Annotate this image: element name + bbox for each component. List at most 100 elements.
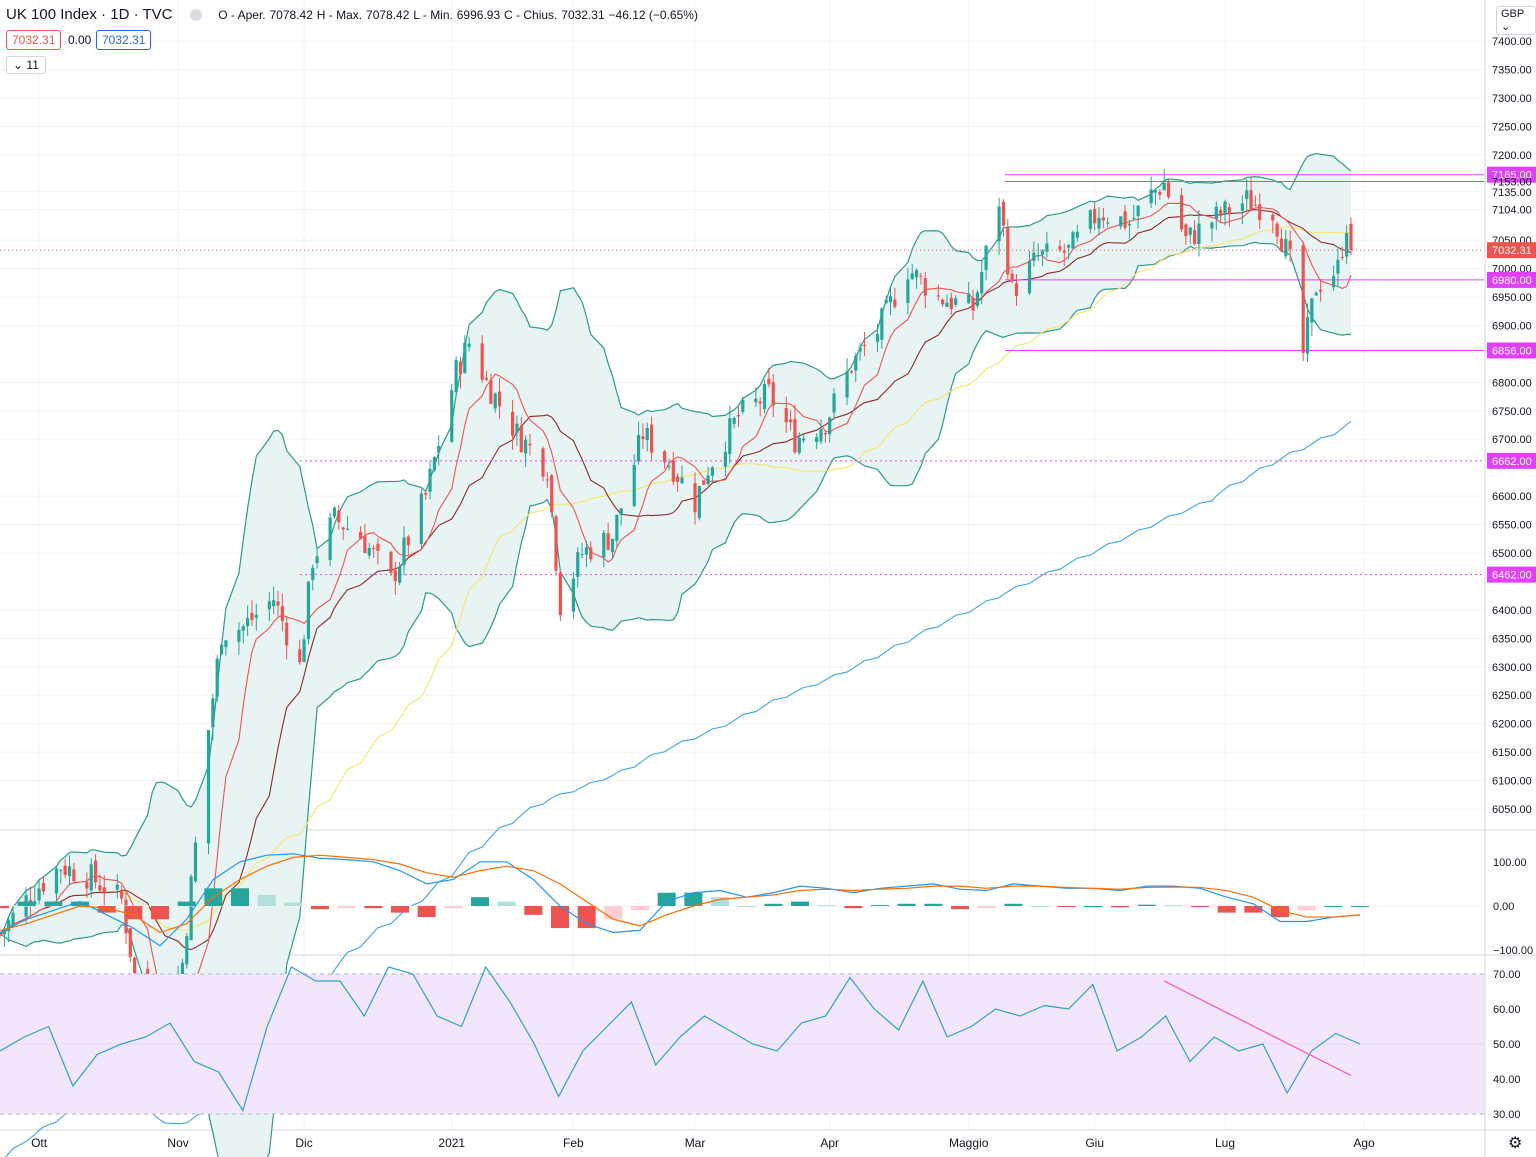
- candle-body: [285, 622, 289, 646]
- candle-body: [788, 419, 793, 423]
- candle-body: [619, 508, 623, 515]
- candle-body: [54, 868, 59, 894]
- candle-body: [793, 418, 797, 453]
- candle-body: [819, 429, 823, 442]
- candle-body: [941, 299, 945, 305]
- candle-body: [0, 933, 2, 935]
- macd-histogram-bar: [97, 906, 116, 913]
- candle-body: [298, 649, 302, 663]
- indicators-collapse-button[interactable]: ⌄ 11: [6, 56, 46, 74]
- macd-histogram-bar: [924, 903, 943, 906]
- candle-body: [1001, 201, 1006, 226]
- candle-body: [888, 296, 893, 303]
- candle-body: [1318, 289, 1323, 292]
- candle-body: [610, 538, 615, 553]
- macd-histogram-bar: [444, 906, 463, 909]
- candle-body: [341, 527, 345, 530]
- time-tick-label: Ott: [31, 1136, 48, 1150]
- candle-body: [815, 437, 819, 443]
- time-tick-label: Mar: [685, 1136, 706, 1150]
- ohlc-open-label: O - Aper.: [218, 8, 266, 22]
- candle-body: [1071, 232, 1075, 249]
- price-tick-label: 6800.00: [1492, 377, 1532, 389]
- macd-histogram-bar: [551, 906, 569, 929]
- price-tick-label: 6950.00: [1492, 292, 1532, 304]
- price-tick-label: 6900.00: [1492, 320, 1532, 332]
- macd-histogram-bar: [1244, 906, 1263, 913]
- currency-selector[interactable]: GBP ⌄: [1496, 6, 1536, 35]
- candle-body: [784, 408, 788, 423]
- level-price-tag: [1487, 342, 1536, 359]
- rsi-tick-label: 40.00: [1493, 1074, 1521, 1086]
- candle-body: [1132, 217, 1136, 219]
- candle-body: [1097, 217, 1101, 229]
- gear-icon[interactable]: ⚙: [1508, 1135, 1523, 1152]
- level-price-label: 7165.00: [1492, 170, 1532, 182]
- last-price-tag: [1487, 242, 1536, 259]
- candle-body: [967, 293, 971, 303]
- candle-body: [272, 600, 276, 607]
- candle-body: [1214, 206, 1218, 219]
- macd-histogram-bar: [817, 905, 836, 907]
- candle-body: [1197, 223, 1201, 245]
- candle-body: [493, 393, 497, 409]
- price-tick-label: 7104.00: [1492, 204, 1532, 216]
- candle-body: [1119, 216, 1123, 227]
- rsi-tick-label: 50.00: [1493, 1039, 1521, 1051]
- candle-body: [880, 308, 884, 340]
- macd-histogram-bar: [764, 903, 783, 906]
- macd-histogram-bar: [364, 906, 383, 909]
- candle-body: [1123, 211, 1127, 228]
- visibility-toggle-icon[interactable]: [190, 9, 203, 22]
- price-tick-label: 7350.00: [1492, 64, 1532, 76]
- candle-body: [428, 468, 432, 492]
- time-tick-label: Maggio: [949, 1136, 989, 1150]
- candle-body: [762, 384, 767, 410]
- candle-body: [984, 245, 988, 270]
- macd-histogram-bar: [1164, 905, 1183, 907]
- candle-body: [602, 532, 606, 558]
- macd-histogram-bar: [657, 892, 676, 906]
- candle-body: [1331, 276, 1336, 288]
- candle-body: [1162, 182, 1166, 191]
- candle-body: [315, 556, 319, 564]
- candle-body: [211, 698, 215, 728]
- candle-body: [250, 612, 254, 621]
- candle-body: [246, 618, 250, 627]
- candle-body: [1188, 227, 1192, 235]
- candle-body: [732, 417, 736, 424]
- last-price-label: 7032.31: [1492, 245, 1532, 257]
- sell-price-box[interactable]: 7032.31: [6, 30, 62, 50]
- candle-body: [693, 483, 697, 513]
- candle-body: [185, 936, 189, 965]
- candle-body: [980, 272, 984, 294]
- candle-body: [1301, 245, 1305, 353]
- candle-body: [37, 888, 41, 901]
- candle-body: [67, 866, 72, 877]
- candle-body: [636, 434, 641, 462]
- candle-body: [919, 275, 923, 277]
- candle-body: [823, 432, 827, 435]
- symbol-title[interactable]: UK 100 Index · 1D · TVC: [6, 6, 173, 23]
- candle-body: [1106, 222, 1110, 224]
- macd-signal-line: [0, 854, 1361, 934]
- candle-body: [363, 536, 367, 554]
- macd-histogram-bar: [977, 906, 996, 909]
- price-tick-label: 6100.00: [1492, 776, 1532, 788]
- macd-histogram-bar: [177, 901, 196, 906]
- macd-histogram-bar: [897, 903, 916, 906]
- candle-body: [93, 860, 98, 883]
- macd-histogram-bar: [311, 906, 329, 910]
- ohlc-low-value: 6996.93: [456, 8, 501, 22]
- candle-body: [1279, 238, 1284, 252]
- macd-histogram-bar: [1271, 906, 1289, 918]
- candle-body: [875, 334, 880, 342]
- macd-histogram-bar: [417, 906, 436, 918]
- candle-body: [389, 551, 393, 573]
- candle-body: [1166, 182, 1171, 197]
- buy-price-box[interactable]: 7032.31: [96, 30, 152, 50]
- level-price-label: 7153.00: [1492, 177, 1532, 189]
- macd-histogram-bar: [284, 902, 303, 906]
- level-price-label: 6856.00: [1492, 345, 1532, 357]
